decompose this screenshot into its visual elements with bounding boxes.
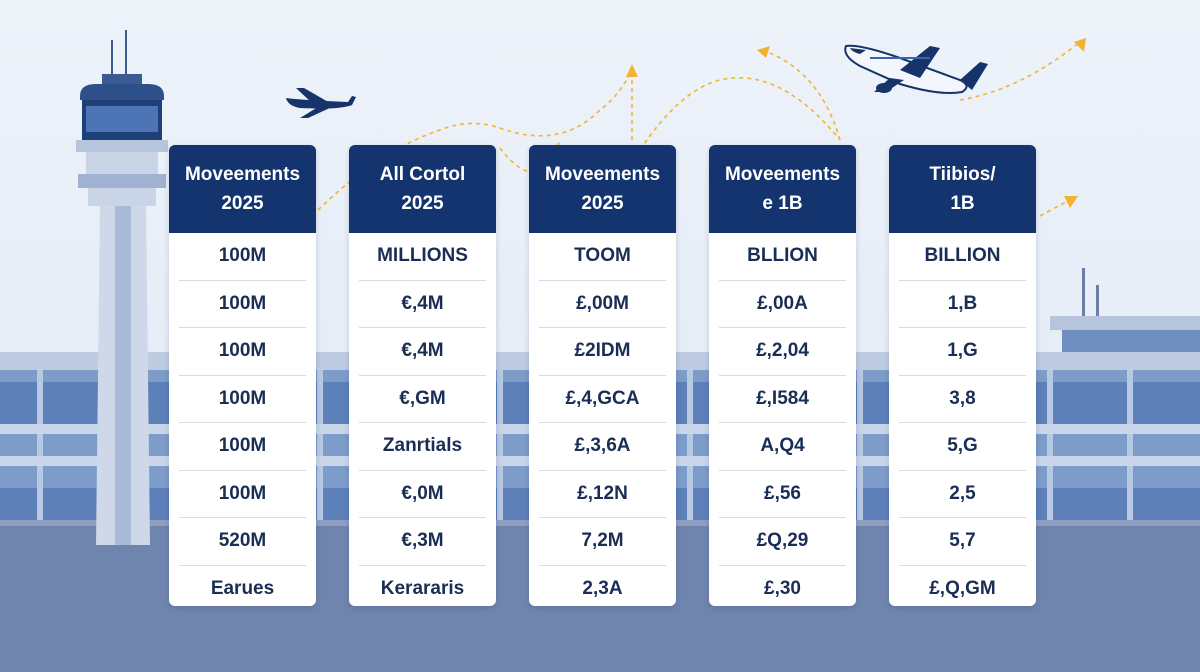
table-cell: £2IDM: [539, 328, 666, 376]
data-column-card: All Cortol 2025 MILLIONS €,4M €,4M €,GM Zanrti…: [349, 145, 496, 606]
table-cell: €,3M: [359, 518, 486, 566]
table-cell: 1,G: [899, 328, 1026, 376]
table-cell: £,30: [764, 577, 801, 599]
column-header: Moveements 2025: [529, 145, 676, 233]
table-cell: £,4,GCA: [539, 376, 666, 423]
table-cell: €,4M: [359, 281, 486, 328]
table-cell: €,4M: [359, 328, 486, 376]
column-header: Moveements e 1B: [709, 145, 856, 233]
table-cell: BLLION: [719, 233, 846, 281]
table-cell: 2,5: [899, 471, 1026, 518]
table-cell: 3,8: [899, 376, 1026, 423]
table-cell: 7,2M: [539, 518, 666, 566]
table-cell: 520M: [179, 518, 306, 566]
table-cell: Earues: [210, 577, 275, 599]
table-cell: BILLION: [899, 233, 1026, 281]
table-cell: 100M: [179, 328, 306, 376]
table-cell: £,I584: [719, 376, 846, 423]
table-cell: TOOM: [539, 233, 666, 281]
table-cell: £,00M: [539, 281, 666, 328]
table-cell: 100M: [179, 376, 306, 423]
column-header: All Cortol 2025: [349, 145, 496, 233]
airplane-icon: [286, 88, 356, 118]
table-cell: 100M: [179, 423, 306, 471]
table-cell: Zanrtials: [359, 423, 486, 471]
table-cell: 100M: [179, 471, 306, 518]
table-cell: £,Q,GM: [929, 577, 996, 599]
table-cell: 5,G: [899, 423, 1026, 471]
control-tower-icon: [76, 30, 168, 545]
table-cell: 1,B: [899, 281, 1026, 328]
table-cell: MILLIONS: [359, 233, 486, 281]
column-header-line: 2025: [581, 193, 624, 214]
column-header: Tiibios/1B: [889, 145, 1036, 233]
table-cell: £,3,6A: [539, 423, 666, 471]
column-header-line: Moveements: [544, 164, 661, 185]
data-column-card: Tiibios/1B BILLION 1,B 1,G 3,8 5,G 2,5 5,7 £,Q,G…: [889, 145, 1036, 606]
column-header-line: 1B: [950, 193, 975, 214]
airplane-icon: [844, 44, 988, 94]
table-cell: A,Q4: [719, 423, 846, 471]
table-cell: €,GM: [359, 376, 486, 423]
data-column-card: Moveements e 1B BLLION £,00A £,2,04 £,I584 A,Q…: [709, 145, 856, 606]
data-column-card: Moveements 2025 TOOM £,00M £2IDM £,4,GCA £,3,6…: [529, 145, 676, 606]
table-cell: £,2,04: [719, 328, 846, 376]
table-cell: 100M: [179, 281, 306, 328]
column-header: Moveements 2025: [169, 145, 316, 233]
table-cell: 5,7: [899, 518, 1026, 566]
table-cell: 100M: [179, 233, 306, 281]
column-header-line: Moveements: [724, 164, 841, 185]
table-cell: £Q,29: [719, 518, 846, 566]
column-header-line: 2025: [221, 193, 264, 214]
table-cell: €,0M: [359, 471, 486, 518]
table-cell: Kerararis: [380, 577, 465, 599]
column-header-line: All Cortol: [379, 164, 466, 185]
column-header-line: e 1B: [762, 193, 803, 214]
column-header-line: Moveements: [184, 164, 301, 185]
column-header-line: Tiibios/: [929, 164, 996, 185]
data-column-card: Moveements 2025 100M 100M 100M 100M 100M 100M 52…: [169, 145, 316, 606]
table-cell: £,12N: [539, 471, 666, 518]
table-cell: £,56: [719, 471, 846, 518]
table-cell: 2,3A: [582, 577, 623, 599]
column-header-line: 2025: [401, 193, 444, 214]
table-cell: £,00A: [719, 281, 846, 328]
